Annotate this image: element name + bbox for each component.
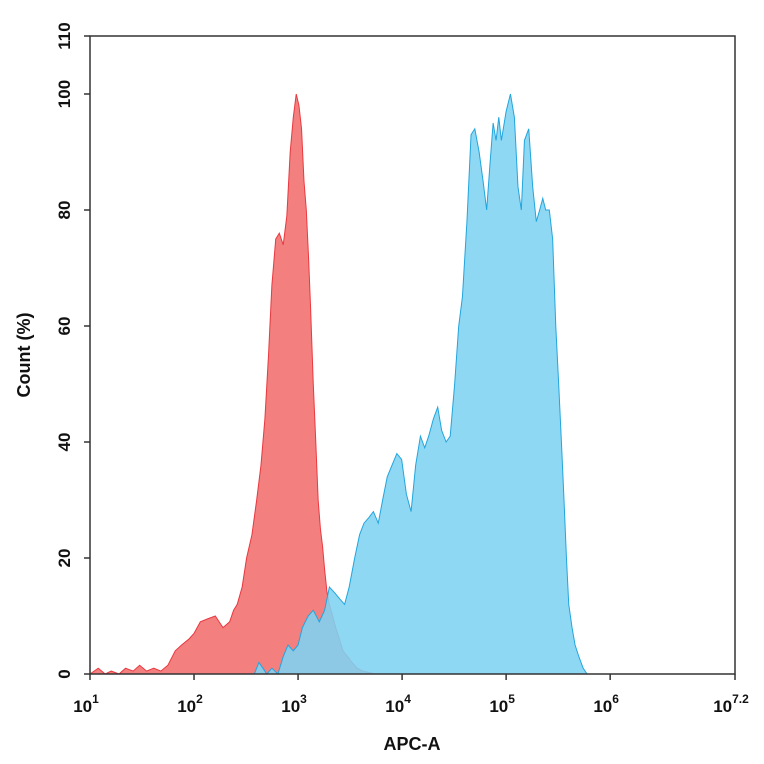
series-layer — [88, 93, 629, 675]
plot-frame — [89, 35, 736, 675]
y-tick-label: 60 — [55, 317, 74, 336]
x-tick-label: 105 — [489, 692, 515, 716]
y-tick-label: 110 — [55, 22, 74, 49]
x-tick-label: 102 — [177, 692, 203, 716]
y-tick-label: 80 — [55, 201, 74, 220]
y-tick-label: 0 — [55, 669, 74, 678]
histogram-area-sample — [253, 93, 629, 675]
y-axis-title: Count (%) — [14, 313, 34, 398]
x-axis-title: APC-A — [384, 734, 441, 754]
x-tick-label: 101 — [73, 692, 99, 716]
x-tick-label: 107.2 — [713, 692, 749, 716]
y-tick-label: 40 — [55, 433, 74, 452]
histogram-area-control — [88, 93, 376, 675]
axis-layer: 101 102 103 104 105 106 107.2 0 20 40 60 80 100 110 — [55, 22, 749, 716]
y-tick-label: 20 — [55, 549, 74, 568]
x-tick-label: 104 — [385, 692, 411, 716]
x-tick-label: 106 — [593, 692, 619, 716]
x-tick-label: 103 — [281, 692, 307, 716]
y-tick-label: 100 — [55, 80, 74, 108]
